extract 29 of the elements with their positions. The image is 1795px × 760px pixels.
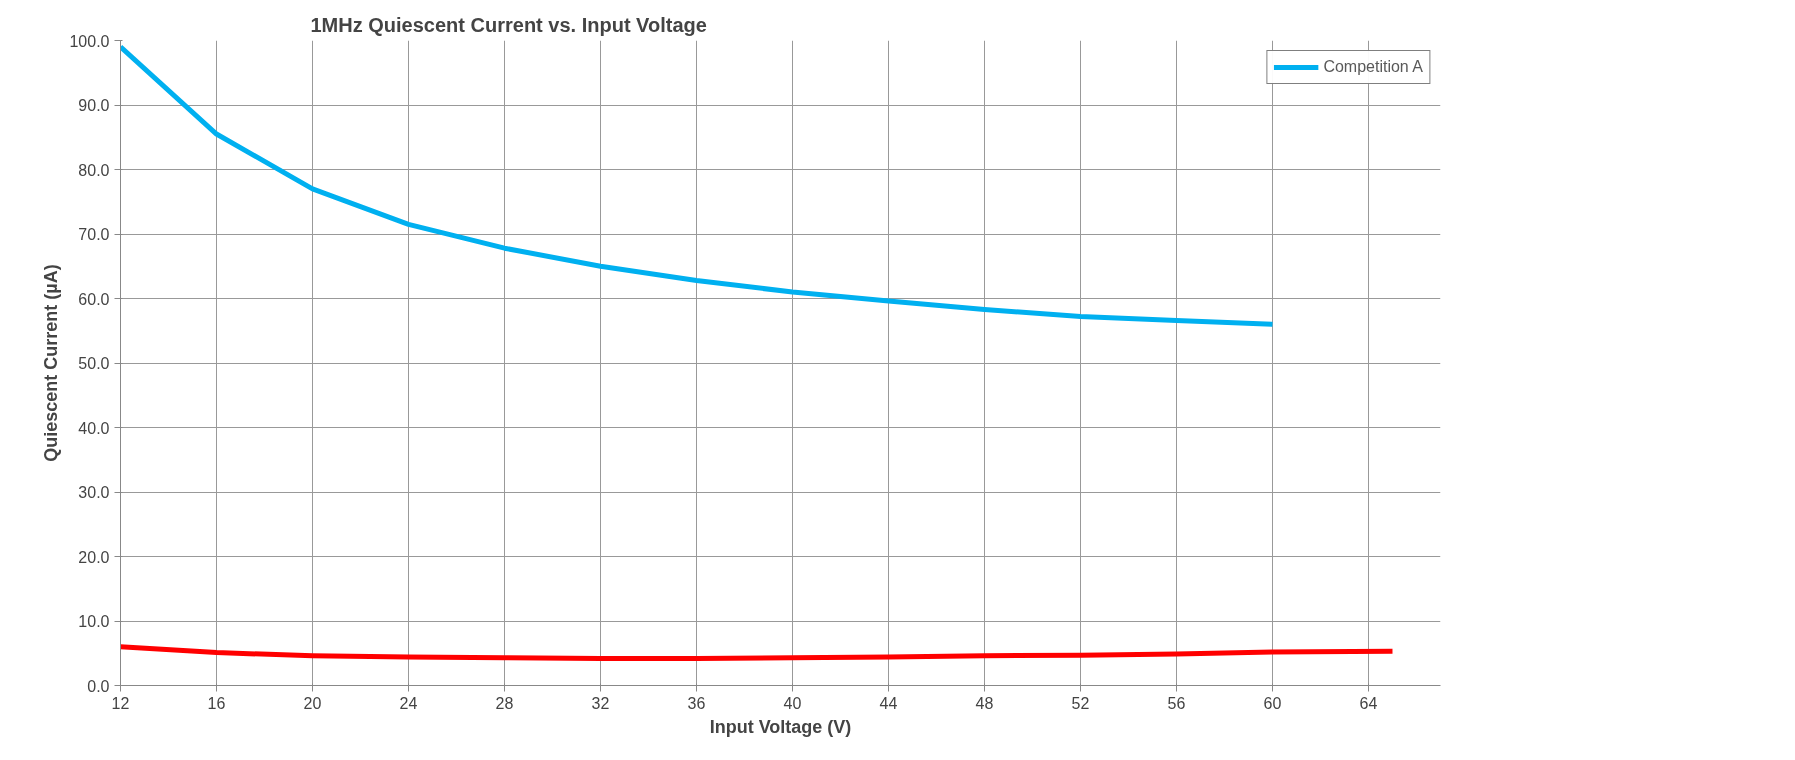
x-tick-label: 40 <box>783 694 802 712</box>
y-axis-title: Quiescent Current (µA) <box>41 264 62 462</box>
y-tick-label: 100.0 <box>69 32 110 50</box>
x-tick-label: 44 <box>879 694 898 712</box>
x-axis-title: Input Voltage (V) <box>709 716 852 737</box>
x-tick-label: 36 <box>687 694 706 712</box>
y-tick-label: 80.0 <box>78 161 110 179</box>
x-tick-label: 52 <box>1071 694 1090 712</box>
x-tick-label: 48 <box>975 694 994 712</box>
x-tick-label: 64 <box>1359 694 1378 712</box>
x-tick-label: 24 <box>399 694 418 712</box>
y-tick-label: 50.0 <box>78 355 110 372</box>
y-tick-label: 40.0 <box>78 419 110 437</box>
y-tick-label: 30.0 <box>78 484 110 501</box>
y-tick-label: 10.0 <box>78 613 110 630</box>
x-tick-label: 60 <box>1263 694 1282 712</box>
y-tick-label: 60.0 <box>78 290 110 308</box>
x-tick-label: 32 <box>591 694 610 712</box>
y-tick-label: 20.0 <box>78 548 110 566</box>
x-tick-label: 12 <box>111 694 130 712</box>
x-tick-label: 20 <box>303 694 322 712</box>
x-tick-label: 56 <box>1167 694 1186 712</box>
y-tick-label: 70.0 <box>78 226 110 243</box>
chart-title: 1MHz Quiescent Current vs. Input Voltage <box>310 13 707 36</box>
y-tick-label: 90.0 <box>78 97 110 114</box>
x-tick-label: 16 <box>207 694 226 712</box>
y-tick-label: 0.0 <box>87 677 110 695</box>
x-tick-label: 28 <box>495 694 514 712</box>
legend-label: Competition A <box>1323 58 1423 76</box>
